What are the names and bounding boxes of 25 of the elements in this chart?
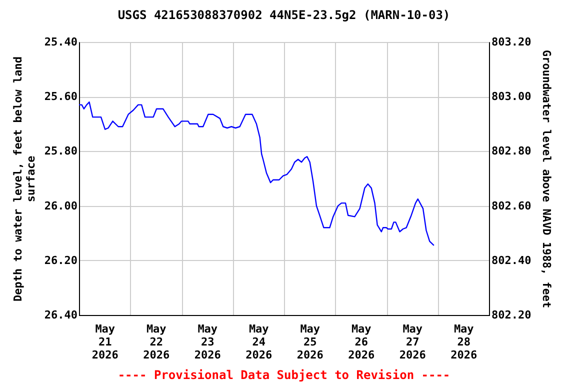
- x-tick-label: May 28 2026: [450, 322, 478, 362]
- line-series: [78, 101, 435, 246]
- y2-axis-title: Groundwater level above NAVD 1988, feet: [540, 50, 554, 308]
- y2-tick-label: 802.60: [492, 199, 532, 212]
- x-tick-label: May 25 2026: [296, 322, 324, 362]
- x-tick-label: May 23 2026: [194, 322, 222, 362]
- y-tick-label: 25.60: [44, 90, 78, 104]
- x-tick-label: May 26 2026: [348, 322, 375, 362]
- y-tick-label: 26.00: [44, 199, 78, 212]
- text: ---- Provisional Data Subject to Revision ----: [118, 368, 450, 382]
- y2-tick-label: 803.20: [492, 36, 532, 48]
- chart-title: USGS 421653088370902 44N5E-23.5g2 (MARN-10-03): [118, 8, 450, 22]
- x-tick-label: May 22 2026: [143, 322, 170, 362]
- x-tick-label: May 27 2026: [399, 322, 426, 362]
- y-axis-title: Depth to water level, feet below land surface: [11, 56, 38, 302]
- y-tick-label: 25.40: [44, 36, 78, 48]
- x-tick-label: May 24 2026: [246, 322, 272, 362]
- y-tick-label: 25.80: [44, 144, 78, 158]
- y-tick-label: 26.40: [44, 308, 78, 322]
- y2-tick-label: 802.20: [492, 308, 532, 322]
- y2-tick-label: 803.00: [492, 90, 532, 104]
- y-tick-label: 26.20: [44, 254, 78, 267]
- y2-tick-label: 802.40: [492, 254, 532, 267]
- x-tick-label: May 21 2026: [92, 322, 119, 362]
- y2-tick-label: 802.80: [492, 144, 532, 158]
